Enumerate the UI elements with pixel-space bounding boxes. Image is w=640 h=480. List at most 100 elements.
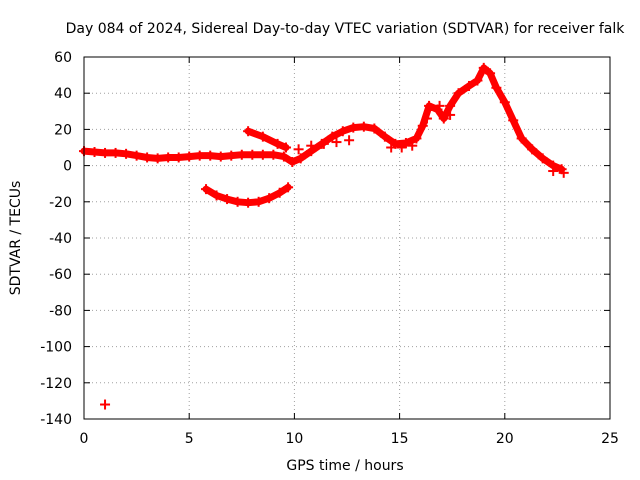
data-point (243, 126, 254, 137)
data-point (327, 131, 338, 142)
data-point (257, 149, 268, 160)
data-point (421, 113, 432, 124)
x-tick-label: 20 (496, 431, 514, 447)
data-point (184, 151, 195, 162)
data-point (386, 142, 397, 153)
data-point (527, 144, 538, 155)
data-point (226, 150, 237, 161)
data-point (253, 196, 264, 207)
data-point (411, 133, 422, 144)
data-point (417, 120, 428, 131)
x-tick-label: 10 (285, 431, 303, 447)
series-secondary-segments (293, 100, 569, 178)
y-tick-label: -120 (40, 376, 72, 392)
data-point (215, 151, 226, 162)
y-tick-label: -60 (49, 267, 72, 283)
data-point (201, 184, 212, 195)
data-point (537, 153, 548, 164)
x-axis-label: GPS time / hours (286, 458, 403, 474)
x-tick-label: 5 (185, 431, 194, 447)
data-point (400, 137, 411, 148)
data-point (131, 150, 142, 161)
y-tick-label: 20 (54, 122, 72, 138)
data-point (445, 109, 456, 120)
data-point (110, 147, 121, 158)
data-point (407, 140, 418, 151)
y-tick-labels: -140 -120 -100 -80 -60 -40 -20 0 20 40 60 (40, 50, 72, 428)
data-point (318, 138, 329, 149)
data-point (142, 152, 153, 163)
data-point (211, 190, 222, 201)
data-point (491, 82, 502, 93)
data-point (396, 142, 407, 153)
data-point (424, 100, 435, 111)
data-point (89, 147, 100, 158)
data-point (280, 142, 291, 153)
data-point (264, 193, 275, 204)
data-point (379, 131, 390, 142)
data-point (295, 153, 306, 164)
data-point (283, 182, 294, 193)
data-point (268, 149, 279, 160)
data-point (173, 152, 184, 163)
series-main-arc (79, 62, 567, 175)
data-point (485, 68, 496, 79)
data-point (369, 123, 380, 134)
axis-ticks (83, 56, 611, 420)
data-point (464, 80, 475, 91)
x-tick-label: 0 (80, 431, 89, 447)
plot-frame (83, 56, 611, 420)
x-tick-labels: 0 5 10 15 20 25 (80, 431, 619, 447)
data-point (453, 88, 464, 99)
data-point (337, 126, 348, 137)
series-upper-branch (243, 126, 291, 153)
data-point (478, 62, 489, 73)
y-axis-label: SDTVAR / TECUs (8, 181, 24, 296)
data-point (272, 138, 283, 149)
data-point (257, 131, 268, 142)
data-point (287, 156, 298, 167)
data-point (163, 152, 174, 163)
data-point (516, 133, 527, 144)
data-point (152, 153, 163, 164)
data-point (472, 75, 483, 86)
chart-title: Day 084 of 2024, Sidereal Day-to-day VTE… (66, 21, 626, 37)
grid (84, 57, 610, 419)
series-lower-arc (201, 182, 294, 208)
data-point (499, 97, 510, 108)
x-tick-label: 15 (391, 431, 409, 447)
y-tick-label: 40 (54, 86, 72, 102)
y-tick-label: 0 (63, 159, 72, 175)
data-point (293, 144, 304, 155)
series-outlier (100, 399, 111, 410)
data-point (222, 194, 233, 205)
x-tick-label: 25 (601, 431, 619, 447)
data-point (100, 147, 111, 158)
data-point (306, 140, 317, 151)
data-point (194, 150, 205, 161)
data-point (278, 151, 289, 162)
data-point (358, 121, 369, 132)
data-point (236, 149, 247, 160)
series-line (244, 127, 290, 151)
data-point (100, 399, 111, 410)
y-tick-label: -100 (40, 340, 72, 356)
y-tick-label: -80 (49, 303, 72, 319)
data-point (348, 122, 359, 133)
data-point (445, 100, 456, 111)
data-point (508, 115, 519, 126)
data-series (79, 62, 569, 410)
data-point (274, 187, 285, 198)
data-point (232, 196, 243, 207)
data-point (548, 166, 559, 177)
y-tick-label: 60 (54, 50, 72, 66)
data-point (121, 148, 132, 159)
y-tick-label: -20 (49, 195, 72, 211)
data-point (344, 135, 355, 146)
series-line (80, 64, 566, 173)
y-tick-label: -140 (40, 412, 72, 428)
data-point (438, 113, 449, 124)
y-tick-label: -40 (49, 231, 72, 247)
data-point (243, 197, 254, 208)
